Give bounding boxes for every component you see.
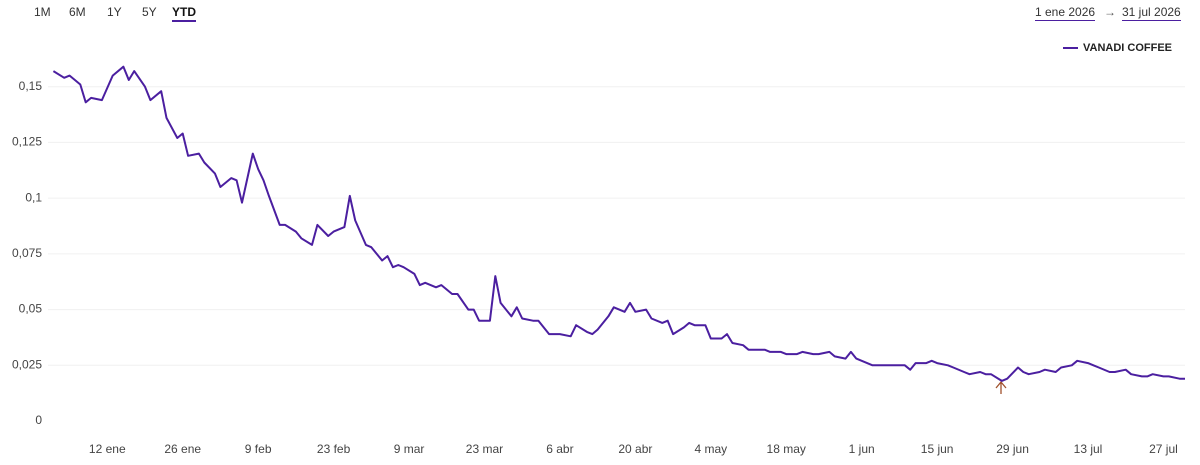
x-tick-label: 23 feb [317,442,351,456]
y-tick-label: 0,15 [19,79,43,93]
data-line [52,65,1185,382]
x-tick-label: 4 may [694,442,727,456]
x-tick-label: 9 mar [394,442,425,456]
range-button[interactable]: 1Y [107,5,122,19]
range-button[interactable]: 5Y [142,5,157,19]
x-tick-label: 1 jun [849,442,875,456]
x-tick-label: 12 ene [89,442,126,456]
y-tick-label: 0 [35,413,42,427]
y-tick-label: 0,075 [12,246,42,260]
range-controls: 1M 6M 1Y 5Y YTD 1 ene 2026 → 31 jul 2026 [0,0,1200,26]
date-from[interactable]: 1 ene 2026 [1035,5,1096,21]
range-button[interactable]: 6M [69,5,86,19]
x-tick-label: 27 jul [1149,442,1178,456]
range-button[interactable]: 1M [34,5,51,19]
range-button[interactable]: YTD [172,5,196,22]
x-tick-label: 20 abr [618,442,652,456]
legend-label: VANADI COFFEE [1083,42,1172,54]
x-tick-label: 26 ene [164,442,201,456]
min-marker [995,380,1007,394]
y-tick-label: 0,1 [25,190,42,204]
x-tick-label: 23 mar [466,442,503,456]
x-tick-label: 9 feb [245,442,272,456]
date-separator: → [1104,5,1116,19]
x-tick-label: 13 jul [1074,442,1103,456]
y-tick-label: 0,05 [19,302,43,316]
x-tick-label: 6 abr [546,442,573,456]
x-tick-label: 15 jun [921,442,954,456]
y-tick-label: 0,025 [12,357,42,371]
x-tick-label: 29 jun [996,442,1029,456]
x-tick-label: 18 may [767,442,806,456]
y-tick-label: 0,125 [12,135,42,149]
date-to[interactable]: 31 jul 2026 [1122,5,1181,21]
